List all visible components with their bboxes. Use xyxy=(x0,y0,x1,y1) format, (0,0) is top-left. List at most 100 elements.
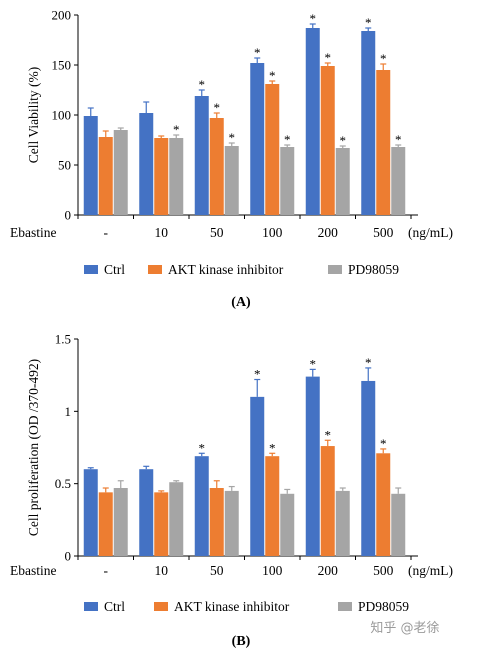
significance-star: * xyxy=(365,355,372,370)
bar xyxy=(376,453,391,556)
x-axis-label-left: Ebastine xyxy=(10,563,57,578)
x-tick-label: 10 xyxy=(155,563,169,578)
x-axis-label-left: Ebastine xyxy=(10,225,57,240)
legend-swatch xyxy=(154,602,168,611)
bar xyxy=(83,469,98,556)
significance-star: * xyxy=(214,100,221,115)
bar xyxy=(209,488,224,556)
bar xyxy=(391,493,406,556)
bar xyxy=(361,31,376,215)
significance-star: * xyxy=(380,436,387,451)
y-tick-label: 50 xyxy=(58,158,71,173)
legend-swatch xyxy=(84,602,98,611)
bar xyxy=(139,113,154,215)
significance-star: * xyxy=(284,132,291,147)
x-tick-label: 50 xyxy=(210,225,224,240)
panel-label: (A) xyxy=(231,295,251,310)
bar xyxy=(113,488,128,556)
legend-swatch xyxy=(338,602,352,611)
bar xyxy=(139,469,154,556)
significance-star: * xyxy=(380,51,387,66)
bar xyxy=(376,70,391,215)
significance-star: * xyxy=(365,15,372,30)
x-tick-label: 100 xyxy=(262,225,283,240)
legend-item-label: PD98059 xyxy=(358,599,409,614)
bar xyxy=(194,456,209,556)
significance-star: * xyxy=(310,11,317,26)
significance-star: * xyxy=(199,77,206,92)
bar xyxy=(335,148,350,215)
bar xyxy=(224,146,239,215)
bar xyxy=(113,130,128,215)
panel-label: (B) xyxy=(232,634,251,649)
bar xyxy=(361,380,376,556)
significance-star: * xyxy=(325,427,332,442)
bar xyxy=(169,138,184,215)
legend-swatch xyxy=(148,265,162,274)
y-tick-label: 1 xyxy=(65,404,72,419)
y-tick-label: 0 xyxy=(65,549,72,564)
significance-star: * xyxy=(254,367,261,382)
significance-star: * xyxy=(229,130,236,145)
x-axis-unit-label: (ng/mL) xyxy=(408,563,453,578)
significance-star: * xyxy=(199,440,206,455)
y-tick-label: 0.5 xyxy=(55,476,71,491)
x-tick-label: 10 xyxy=(155,225,169,240)
significance-star: * xyxy=(310,356,317,371)
bar xyxy=(98,492,113,556)
x-tick-label: 200 xyxy=(318,225,339,240)
y-tick-label: 100 xyxy=(52,108,72,123)
legend-item-label: AKT kinase inhibitor xyxy=(168,262,284,277)
x-axis-unit-label: (ng/mL) xyxy=(408,225,453,240)
significance-star: * xyxy=(340,133,347,148)
legend-item-label: Ctrl xyxy=(104,599,125,614)
bar xyxy=(391,147,406,215)
y-tick-label: 1.5 xyxy=(55,332,71,347)
significance-star: * xyxy=(325,50,332,65)
legend-item-label: Ctrl xyxy=(104,262,125,277)
legend-swatch xyxy=(328,265,342,274)
bar xyxy=(265,84,280,215)
significance-star: * xyxy=(173,122,180,137)
significance-star: * xyxy=(269,440,276,455)
bar xyxy=(250,63,265,215)
x-tick-label: 100 xyxy=(262,563,283,578)
watermark-text: 知乎 @老徐 xyxy=(370,620,439,636)
bar xyxy=(209,118,224,215)
y-tick-label: 150 xyxy=(52,58,72,73)
x-tick-label: - xyxy=(104,225,109,240)
y-axis-label: Cell proliferation (OD /370-492) xyxy=(26,359,41,536)
significance-star: * xyxy=(254,45,261,60)
bar xyxy=(320,66,335,215)
significance-star: * xyxy=(395,132,402,147)
bar xyxy=(320,446,335,556)
bar xyxy=(280,493,295,556)
bar xyxy=(83,116,98,215)
bar xyxy=(280,147,295,215)
bar xyxy=(250,396,265,556)
y-tick-label: 0 xyxy=(65,208,72,223)
bar xyxy=(98,137,113,215)
legend-swatch xyxy=(84,265,98,274)
panel-b-chart: 0 0.5 1 1.5 Cell proliferation (OD /370-492)… xyxy=(10,332,453,650)
bar xyxy=(335,490,350,556)
bar xyxy=(305,28,320,215)
x-tick-label: 500 xyxy=(373,563,394,578)
bar xyxy=(154,492,169,556)
bar xyxy=(224,490,239,556)
legend-item-label: PD98059 xyxy=(348,262,399,277)
x-tick-label: 50 xyxy=(210,563,224,578)
panel-a-chart: 0 50 100 150 200 Cell Viability (%) * * * * * * * * * *… xyxy=(10,8,453,311)
y-tick-label: 200 xyxy=(52,8,72,23)
x-tick-label: - xyxy=(104,563,109,578)
x-tick-label: 200 xyxy=(318,563,339,578)
bar xyxy=(265,456,280,556)
bar xyxy=(169,482,184,556)
bar xyxy=(194,96,209,215)
x-tick-label: 500 xyxy=(373,225,394,240)
significance-star: * xyxy=(269,68,276,83)
legend-item-label: AKT kinase inhibitor xyxy=(174,599,290,614)
bar xyxy=(305,376,320,556)
y-axis-label: Cell Viability (%) xyxy=(26,67,41,163)
